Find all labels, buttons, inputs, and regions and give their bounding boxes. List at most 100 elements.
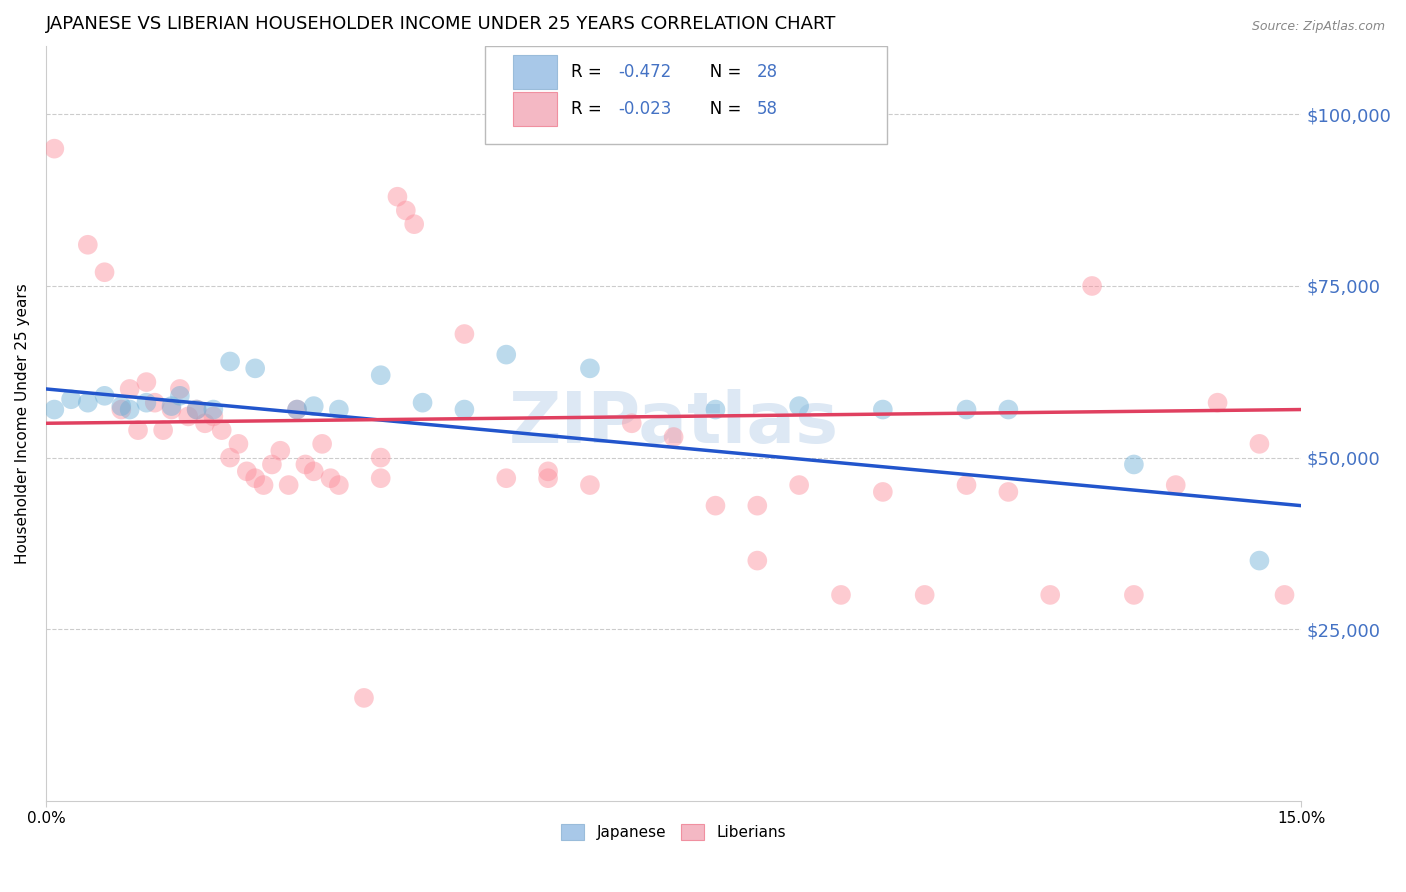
Point: [219, 354, 242, 368]
Point: [260, 458, 283, 472]
Point: [44, 402, 66, 417]
Point: [370, 450, 392, 465]
Point: [495, 471, 517, 485]
Text: N =: N =: [693, 63, 747, 81]
Point: [704, 402, 727, 417]
Text: JAPANESE VS LIBERIAN HOUSEHOLDER INCOME UNDER 25 YEARS CORRELATION CHART: JAPANESE VS LIBERIAN HOUSEHOLDER INCOME …: [46, 15, 837, 33]
Legend: Japanese, Liberians: Japanese, Liberians: [555, 818, 792, 847]
Text: R =: R =: [571, 63, 606, 81]
Point: [353, 690, 375, 705]
Point: [495, 348, 517, 362]
Point: [228, 437, 250, 451]
Point: [453, 326, 475, 341]
Point: [387, 190, 409, 204]
Point: [328, 402, 350, 417]
Text: -0.023: -0.023: [619, 100, 672, 119]
Point: [202, 402, 225, 417]
Point: [60, 392, 83, 407]
Point: [830, 588, 852, 602]
Point: [44, 142, 66, 156]
Text: N =: N =: [693, 100, 747, 119]
Point: [620, 417, 643, 431]
Point: [404, 217, 426, 231]
Point: [285, 402, 308, 417]
Point: [118, 402, 141, 417]
Point: [236, 464, 259, 478]
Point: [76, 395, 98, 409]
Point: [1274, 588, 1296, 602]
Point: [1039, 588, 1062, 602]
Point: [787, 478, 810, 492]
Point: [453, 402, 475, 417]
Point: [787, 399, 810, 413]
Point: [579, 361, 602, 376]
Point: [1164, 478, 1187, 492]
Text: 28: 28: [756, 63, 778, 81]
Point: [914, 588, 936, 602]
Point: [955, 402, 977, 417]
Point: [997, 402, 1019, 417]
Point: [1206, 395, 1229, 409]
Point: [252, 478, 274, 492]
Point: [285, 402, 308, 417]
Point: [93, 389, 115, 403]
Point: [219, 450, 242, 465]
Text: ZIPatlas: ZIPatlas: [509, 389, 839, 458]
Point: [997, 484, 1019, 499]
Point: [169, 382, 191, 396]
Point: [211, 423, 233, 437]
Point: [302, 399, 325, 413]
Point: [194, 417, 217, 431]
Point: [202, 409, 225, 424]
Point: [537, 471, 560, 485]
Point: [319, 471, 342, 485]
Point: [169, 389, 191, 403]
Point: [328, 478, 350, 492]
Text: R =: R =: [571, 100, 606, 119]
Point: [186, 402, 208, 417]
Point: [872, 402, 894, 417]
Point: [243, 361, 266, 376]
Point: [177, 409, 200, 424]
Point: [143, 395, 166, 409]
Point: [186, 402, 208, 417]
Point: [747, 553, 769, 567]
Point: [1122, 588, 1144, 602]
FancyBboxPatch shape: [513, 93, 557, 127]
Point: [537, 464, 560, 478]
Point: [370, 471, 392, 485]
FancyBboxPatch shape: [485, 45, 887, 144]
Y-axis label: Householder Income Under 25 years: Householder Income Under 25 years: [15, 283, 30, 564]
Point: [311, 437, 333, 451]
Point: [152, 423, 174, 437]
Point: [76, 237, 98, 252]
Text: Source: ZipAtlas.com: Source: ZipAtlas.com: [1251, 20, 1385, 33]
Point: [1249, 437, 1271, 451]
Point: [127, 423, 149, 437]
Point: [412, 395, 434, 409]
Point: [269, 443, 291, 458]
Point: [277, 478, 299, 492]
Point: [93, 265, 115, 279]
Point: [118, 382, 141, 396]
Point: [1122, 458, 1144, 472]
Point: [395, 203, 418, 218]
Point: [1249, 553, 1271, 567]
Point: [302, 464, 325, 478]
Point: [160, 402, 183, 417]
Point: [704, 499, 727, 513]
Point: [135, 375, 157, 389]
Point: [370, 368, 392, 383]
Point: [110, 399, 132, 413]
Point: [955, 478, 977, 492]
Point: [135, 395, 157, 409]
Point: [110, 402, 132, 417]
FancyBboxPatch shape: [513, 55, 557, 89]
Point: [662, 430, 685, 444]
Point: [1081, 279, 1104, 293]
Text: -0.472: -0.472: [619, 63, 672, 81]
Point: [243, 471, 266, 485]
Point: [579, 478, 602, 492]
Point: [160, 399, 183, 413]
Point: [747, 499, 769, 513]
